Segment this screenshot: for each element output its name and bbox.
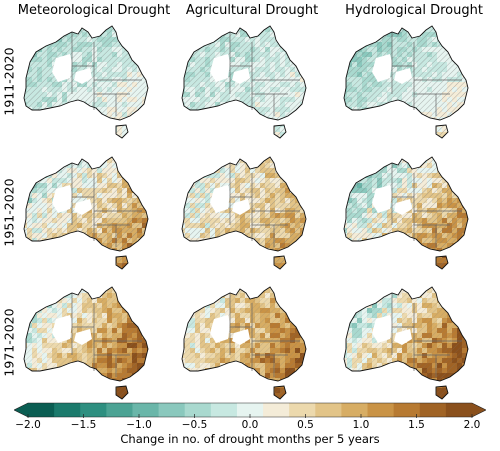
colorbar-min-arrow: [14, 403, 28, 417]
drought-map: [181, 286, 307, 400]
colorbar-swatch: [184, 403, 212, 417]
colorbar-tick-label: −0.5: [181, 419, 208, 431]
colorbar-swatch: [80, 403, 107, 417]
colorbar-swatch: [132, 403, 160, 417]
drought-map: [343, 286, 469, 400]
column-title: Hydrological Drought: [345, 3, 483, 18]
colorbar-swatch: [263, 403, 290, 417]
colorbar-swatch: [236, 403, 264, 417]
colorbar-tick-label: −1.0: [126, 419, 152, 431]
colorbar: [14, 402, 486, 418]
colorbar-swatch: [367, 403, 395, 417]
colorbar-tick-label: 2.0: [463, 419, 481, 431]
column-title: Meteorological Drought: [17, 3, 171, 18]
colorbar-swatch: [315, 403, 342, 417]
colorbar-tick-label: −1.5: [70, 419, 97, 431]
drought-map: [23, 156, 149, 270]
drought-map: [343, 156, 469, 270]
column-title: Agricultural Drought: [185, 3, 319, 18]
colorbar-swatch: [158, 403, 186, 417]
drought-map: [23, 286, 149, 400]
drought-map: [181, 25, 307, 139]
colorbar-tick-label: 1.5: [408, 419, 425, 431]
colorbar-swatch: [210, 403, 238, 417]
colorbar-swatch: [106, 403, 133, 417]
colorbar-swatch: [419, 403, 447, 417]
colorbar-label: Change in no. of drought months per 5 ye…: [120, 432, 380, 446]
drought-map: [343, 25, 469, 139]
colorbar-max-arrow: [472, 403, 486, 417]
colorbar-swatch: [289, 403, 316, 417]
drought-map: [181, 156, 307, 270]
colorbar-tick-label: 0.5: [297, 419, 314, 431]
colorbar-swatch: [54, 403, 81, 417]
colorbar-tick-label: −2.0: [15, 419, 41, 431]
drought-map: [23, 25, 149, 139]
colorbar-tick-label: 1.0: [352, 419, 370, 431]
colorbar-swatch: [445, 403, 473, 417]
colorbar-tick-label: 0.0: [241, 419, 259, 431]
colorbar-swatch: [28, 403, 55, 417]
colorbar-swatch: [393, 403, 421, 417]
colorbar-swatch: [341, 403, 369, 417]
